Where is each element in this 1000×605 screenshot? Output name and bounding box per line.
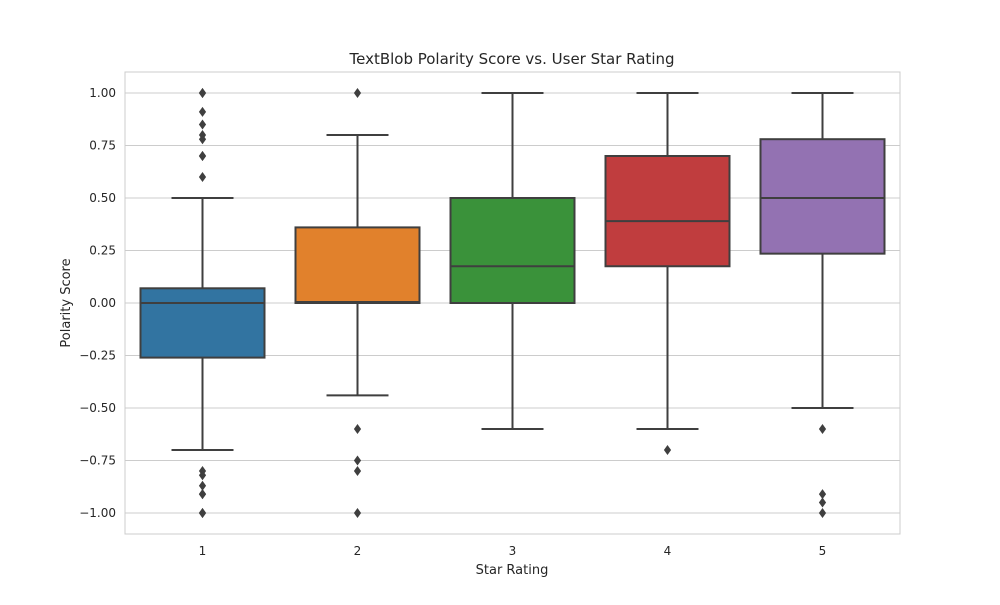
outlier-point: [353, 424, 362, 434]
y-tick-label: −1.00: [79, 506, 116, 520]
y-tick-label: 0.50: [89, 191, 116, 205]
box: [759, 138, 886, 255]
y-tick-label: 0.00: [89, 296, 116, 310]
outlier-point: [818, 489, 827, 500]
y-tick-label: −0.50: [79, 401, 116, 415]
box-group-4: [604, 92, 731, 455]
box: [294, 226, 421, 304]
outlier-point: [818, 424, 827, 434]
outlier-point: [198, 489, 207, 500]
y-tick-label: 1.00: [89, 86, 116, 100]
y-tick-label: 0.25: [89, 244, 116, 258]
box-group-3: [449, 92, 576, 430]
plot-frame: [124, 71, 901, 535]
y-tick-label: −0.25: [79, 349, 116, 363]
outlier-point: [353, 508, 362, 518]
box-group-1: [139, 88, 266, 518]
outlier-point: [818, 508, 827, 518]
box: [139, 287, 266, 359]
y-tick-label: 0.75: [89, 139, 116, 153]
outlier-point: [198, 480, 207, 491]
box-group-5: [759, 92, 886, 518]
plot-border: [124, 71, 901, 535]
outlier-point: [353, 88, 362, 98]
box: [604, 155, 731, 268]
x-tick-label: 5: [819, 544, 827, 558]
tick-layer: 1.00 0.75 0.50 0.25 0.00 −0.25 −0.50 −0.75 −1.00…: [79, 86, 826, 558]
x-axis-label: Star Rating: [476, 563, 549, 578]
outlier-point: [198, 134, 207, 145]
box-group-2: [294, 88, 421, 518]
outlier-point: [353, 466, 362, 476]
outlier-point: [198, 119, 207, 130]
chart-title: TextBlob Polarity Score vs. User Star Ra…: [348, 50, 674, 68]
outlier-point: [198, 508, 207, 518]
outlier-point: [663, 445, 672, 455]
outlier-point: [198, 470, 207, 481]
outlier-point: [818, 497, 827, 508]
x-tick-label: 3: [509, 544, 517, 558]
x-tick-label: 4: [664, 544, 672, 558]
x-tick-label: 1: [199, 544, 207, 558]
outlier-point: [198, 172, 207, 182]
outlier-point: [198, 151, 207, 161]
x-tick-label: 2: [354, 544, 362, 558]
y-tick-label: −0.75: [79, 454, 116, 468]
box-layer: [139, 88, 886, 518]
box: [449, 197, 576, 304]
y-axis-label: Polarity Score: [59, 258, 74, 347]
outlier-point: [198, 106, 207, 117]
outlier-point: [353, 455, 362, 466]
outlier-point: [198, 88, 207, 98]
